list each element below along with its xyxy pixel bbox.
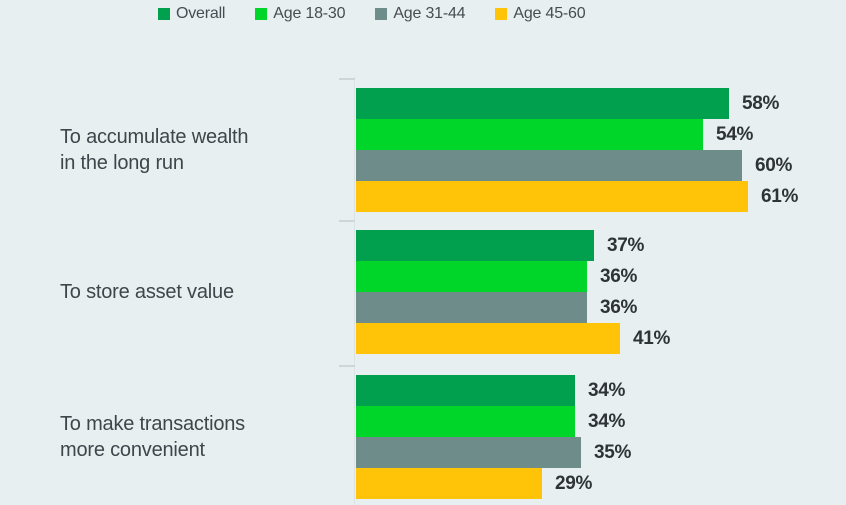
legend-item-overall: Overall bbox=[158, 5, 225, 23]
category-label-line: To store asset value bbox=[60, 281, 234, 303]
bar-value-label: 60% bbox=[755, 155, 793, 176]
category-label-line: more convenient bbox=[60, 439, 205, 461]
bar-age-18-30-to-store-asset-value bbox=[356, 261, 587, 292]
category-label-to-store-asset-value: To store asset value bbox=[60, 279, 234, 305]
legend-label: Overall bbox=[176, 5, 226, 22]
legend-item-age-31-44: Age 31-44 bbox=[375, 5, 466, 23]
bar-age-18-30-to-accumulate-wealth-in-the-long-run bbox=[356, 119, 703, 150]
bar-value-label: 34% bbox=[588, 380, 626, 401]
bar-age-31-44-to-store-asset-value bbox=[356, 292, 587, 323]
category-label-line: To make transactions bbox=[60, 413, 245, 435]
bar-overall-to-accumulate-wealth-in-the-long-run bbox=[356, 88, 729, 119]
bar-value-label: 34% bbox=[588, 411, 626, 432]
category-label-line: To accumulate wealth bbox=[60, 126, 249, 148]
category-label-to-accumulate-wealth-in-the-long-run: To accumulate wealth in the long run bbox=[60, 124, 249, 176]
bar-value-label: 37% bbox=[607, 235, 645, 256]
axis-tick bbox=[339, 365, 355, 367]
bar-age-18-30-to-make-transactions-more-convenient bbox=[356, 406, 575, 437]
bar-age-31-44-to-make-transactions-more-convenient bbox=[356, 437, 581, 468]
category-label-line: in the long run bbox=[60, 152, 184, 174]
legend-label: Age 31-44 bbox=[393, 5, 466, 22]
bar-overall-to-make-transactions-more-convenient bbox=[356, 375, 575, 406]
legend-swatch-age-31-44 bbox=[375, 8, 388, 20]
legend-label: Age 45-60 bbox=[513, 5, 586, 22]
legend-swatch-age-18-30 bbox=[255, 8, 268, 20]
bar-value-label: 58% bbox=[742, 93, 780, 114]
legend-item-age-18-30: Age 18-30 bbox=[255, 5, 346, 23]
axis-line bbox=[354, 77, 355, 505]
bar-age-31-44-to-accumulate-wealth-in-the-long-run bbox=[356, 150, 742, 181]
bar-value-label: 36% bbox=[600, 266, 638, 287]
bar-age-45-60-to-make-transactions-more-convenient bbox=[356, 468, 542, 499]
bar-age-45-60-to-accumulate-wealth-in-the-long-run bbox=[356, 181, 748, 212]
bar-value-label: 29% bbox=[555, 473, 593, 494]
bar-value-label: 35% bbox=[594, 442, 632, 463]
axis-tick bbox=[339, 220, 355, 222]
legend-swatch-overall bbox=[158, 8, 170, 20]
category-label-to-make-transactions-more-convenient: To make transactions more convenient bbox=[60, 411, 245, 463]
legend-swatch-age-45-60 bbox=[495, 8, 508, 20]
bar-value-label: 61% bbox=[761, 186, 799, 207]
bar-age-45-60-to-store-asset-value bbox=[356, 323, 620, 354]
bar-overall-to-store-asset-value bbox=[356, 230, 594, 261]
bar-value-label: 54% bbox=[716, 124, 754, 145]
legend-label: Age 18-30 bbox=[273, 5, 346, 22]
chart-legend: Overall Age 18-30 Age 31-44 Age 45-60 bbox=[158, 5, 586, 23]
legend-item-age-45-60: Age 45-60 bbox=[495, 5, 586, 23]
axis-tick bbox=[339, 78, 355, 80]
bar-value-label: 36% bbox=[600, 297, 638, 318]
bar-value-label: 41% bbox=[633, 328, 671, 349]
